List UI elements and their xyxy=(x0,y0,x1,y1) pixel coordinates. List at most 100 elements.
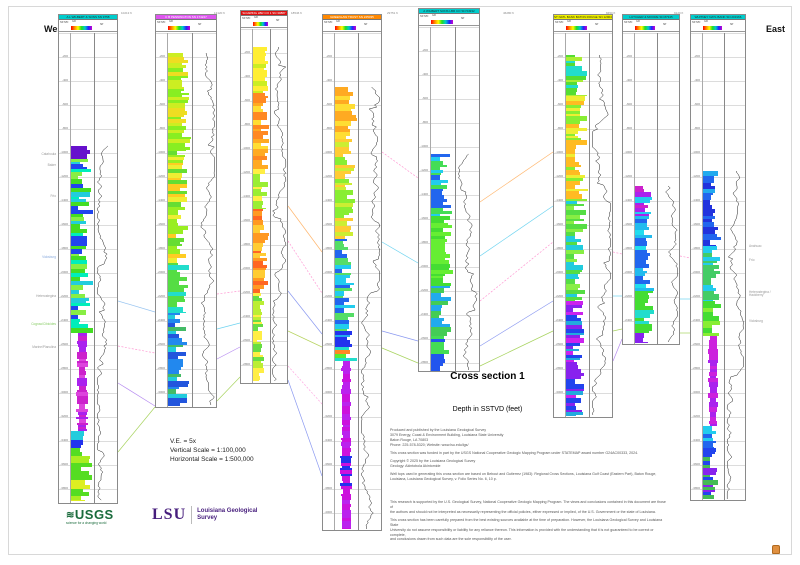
well-log-strip: SCHWING LBR CO 1 SN 30887 SSTVD GR SP -200 -4… xyxy=(240,10,288,384)
lithology-band xyxy=(341,458,351,463)
lithology-band xyxy=(335,317,348,320)
depth-tick-label: -2400 xyxy=(624,318,632,322)
lithology-band xyxy=(71,146,87,150)
depth-tick-label: -2800 xyxy=(60,366,68,370)
lithology-band xyxy=(168,197,187,202)
lithology-band xyxy=(253,233,269,236)
lithology-band xyxy=(168,319,180,323)
lithology-band xyxy=(342,414,350,417)
lithology-band xyxy=(253,355,263,357)
lithology-band xyxy=(253,156,267,160)
litho-track-label: GR xyxy=(432,14,436,17)
lithology-band xyxy=(708,360,718,363)
lithology-band xyxy=(71,214,83,217)
depth-tick-label: -800 xyxy=(625,126,632,130)
track-header-row: SSTVD GR SP xyxy=(156,20,216,32)
lithology-band xyxy=(431,191,442,195)
lithology-band xyxy=(168,163,183,165)
lithology-band xyxy=(431,278,443,283)
depth-tick-label: -800 xyxy=(325,126,332,130)
track-header-row: SSTVD GR SP xyxy=(323,20,381,32)
page-border xyxy=(8,6,792,555)
well-name-header: LUTCHER & MOORE SN 87345 xyxy=(623,15,679,20)
lithology-band xyxy=(253,129,261,131)
lithology-band xyxy=(342,385,350,389)
lithology-band xyxy=(77,341,87,344)
lithology-band xyxy=(335,100,349,104)
lithology-band xyxy=(566,71,587,76)
lithology-band xyxy=(566,157,575,162)
lithology-band xyxy=(703,434,712,438)
depth-tick-label: -1800 xyxy=(242,242,250,246)
lithology-band xyxy=(566,333,584,335)
lithology-band xyxy=(253,139,269,143)
depth-tick-label: -3600 xyxy=(692,462,700,466)
log-track-body: -200 -400 -600 -800 -1000 -1200 -1400 -1600 -180… xyxy=(554,33,612,417)
lithology-band xyxy=(703,308,713,312)
depth-tick-label: -600 xyxy=(243,98,250,102)
lithology-band xyxy=(253,70,267,73)
lithology-band xyxy=(703,234,717,237)
lithology-band xyxy=(335,275,350,278)
lithology-band xyxy=(253,344,262,348)
lithology-band xyxy=(168,87,184,89)
lithology-band xyxy=(566,76,586,80)
lithology-band xyxy=(71,281,93,285)
lithology-band xyxy=(168,246,177,249)
lithology-band xyxy=(703,245,716,246)
depth-tick-label: -2200 xyxy=(60,294,68,298)
lithology-band xyxy=(71,500,85,501)
lithology-band xyxy=(635,321,649,324)
lithology-band xyxy=(566,274,578,277)
scale-info: V.E. = 5x Vertical Scale = 1:100,000 Hor… xyxy=(170,438,254,464)
lithology-band xyxy=(78,429,87,431)
color-scale-bar xyxy=(431,20,453,24)
lithology-band xyxy=(335,136,346,139)
lithology-band xyxy=(703,263,713,265)
lithology-band xyxy=(168,323,175,327)
lithology-band xyxy=(253,61,268,64)
copyright-text: Copyright © 2025 by the Louisiana Geolog… xyxy=(390,459,476,469)
lithology-band xyxy=(635,230,644,235)
lithology-band xyxy=(342,518,351,521)
lithology-band xyxy=(335,118,357,121)
lithology-band xyxy=(168,123,182,126)
depth-tick-label: -200 xyxy=(625,54,632,58)
lithology-band xyxy=(168,133,182,137)
track-separator xyxy=(702,33,703,500)
track-header-row: SSTVD GR SP xyxy=(623,20,679,32)
lithology-band xyxy=(431,293,441,297)
lithology-band xyxy=(253,301,264,305)
depth-tick-label: -400 xyxy=(243,74,250,78)
lithology-band xyxy=(566,270,582,272)
lithology-band xyxy=(168,188,180,191)
lithology-band xyxy=(71,246,86,249)
lithology-band xyxy=(708,393,718,398)
curve-track-label: SP xyxy=(276,19,280,22)
color-scale-bar xyxy=(168,26,190,30)
lithology-band xyxy=(168,97,189,100)
lithology-band xyxy=(168,53,183,57)
lithology-band xyxy=(168,80,182,83)
depth-tick-label: -2800 xyxy=(692,366,700,370)
lithology-band xyxy=(71,319,80,322)
lithology-band xyxy=(71,456,90,459)
distance-label: 29751 ft xyxy=(387,11,398,15)
lithology-band xyxy=(253,51,265,53)
lithology-band xyxy=(79,359,86,361)
lithology-band xyxy=(635,223,647,227)
lithology-band xyxy=(168,377,177,381)
lithology-band xyxy=(335,269,342,273)
lithology-band xyxy=(431,297,451,301)
lithology-band xyxy=(168,173,182,178)
lithology-band xyxy=(703,193,713,195)
lithology-band xyxy=(335,126,348,129)
lithology-band xyxy=(71,294,85,298)
lithology-band xyxy=(71,150,90,154)
lithology-band xyxy=(168,226,188,230)
lithology-band xyxy=(566,80,583,82)
track-separator xyxy=(657,33,658,344)
lithology-band xyxy=(341,442,351,446)
lithology-band xyxy=(709,421,717,424)
sp-curve xyxy=(665,185,678,343)
